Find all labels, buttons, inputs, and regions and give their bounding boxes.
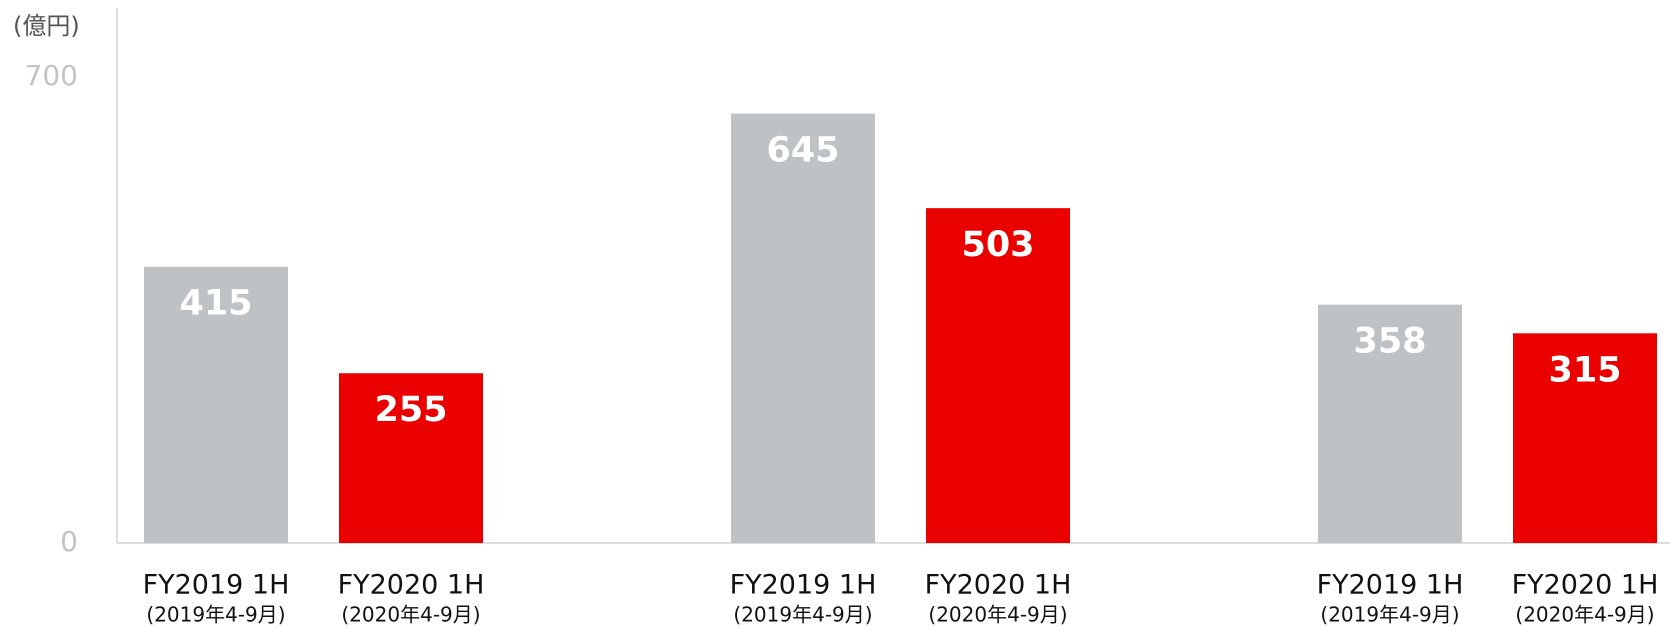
x-tick-label: FY2019 1H [143,570,290,601]
value-label: 255 [374,390,447,430]
x-tick-sublabel: (2019年4-9月) [1320,603,1459,627]
x-tick-sublabel: (2020年4-9月) [341,603,480,627]
x-tick-label: FY2019 1H [1317,570,1464,601]
x-tick-sublabel: (2019年4-9月) [146,603,285,627]
value-label: 645 [766,131,839,171]
bar [1318,304,1462,543]
y-axis-label: (億円) [13,12,80,40]
value-label: 503 [961,225,1034,265]
bar [731,113,875,543]
x-tick-label: FY2020 1H [338,570,485,601]
x-tick-label: FY2020 1H [1512,570,1659,601]
x-tick-sublabel: (2019年4-9月) [733,603,872,627]
bar [339,373,483,543]
x-tick-label: FY2020 1H [925,570,1072,601]
bar [1513,333,1657,543]
value-label: 315 [1548,350,1621,390]
value-label: 415 [179,284,252,324]
x-tick-sublabel: (2020年4-9月) [928,603,1067,627]
value-label: 358 [1353,322,1426,362]
x-tick-sublabel: (2020年4-9月) [1515,603,1654,627]
y-tick-label: 0 [60,525,78,558]
x-tick-label: FY2019 1H [730,570,877,601]
bar [144,266,288,543]
bar [926,208,1070,543]
y-tick-label: 700 [25,59,78,92]
